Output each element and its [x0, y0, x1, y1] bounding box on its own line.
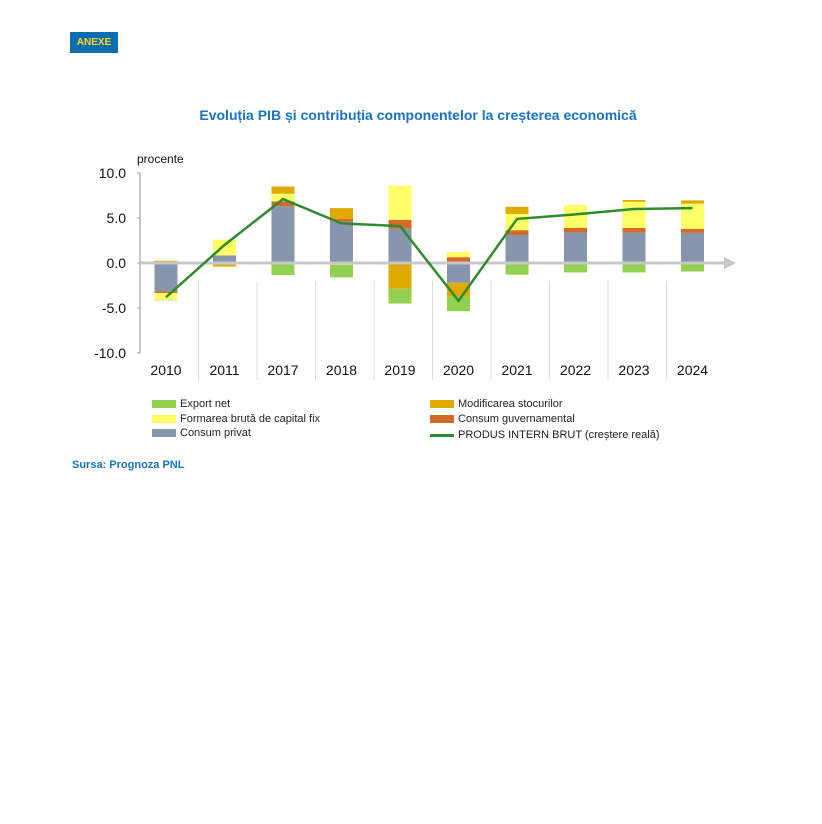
y-tick-label: -10.0 — [94, 345, 126, 361]
bar-modificarea-stocurilor — [388, 263, 412, 289]
legend-swatch — [430, 433, 454, 437]
bar-consum-guvernamental — [681, 228, 704, 233]
bar-consum-privat — [447, 263, 470, 283]
bar-consum-guvernamental — [622, 227, 646, 233]
bar-consum-privat — [681, 232, 704, 263]
legend-item: Consum guvernamental — [430, 413, 575, 425]
x-axis-arrow — [724, 257, 736, 269]
x-tick-label: 2022 — [560, 362, 591, 378]
x-tick-label: 2017 — [267, 362, 298, 378]
bar-formarea-brut-de-capital-fix — [447, 252, 470, 258]
y-tick-label: 10.0 — [99, 165, 126, 181]
bar-export-net — [622, 263, 646, 273]
bar-formarea-brut-de-capital-fix — [564, 204, 587, 228]
bar-consum-guvernamental — [154, 291, 178, 294]
legend-item: Formarea brută de capital fix — [152, 413, 320, 425]
x-tick-label: 2020 — [443, 362, 474, 378]
bar-consum-privat — [271, 206, 295, 263]
bar-formarea-brut-de-capital-fix — [271, 193, 295, 202]
legend-label: Consum privat — [180, 427, 251, 439]
legend-item: Consum privat — [152, 427, 251, 439]
bar-modificarea-stocurilor — [622, 200, 646, 202]
bar-modificarea-stocurilor — [330, 208, 353, 219]
bar-consum-privat — [505, 235, 529, 263]
bar-consum-guvernamental — [330, 218, 353, 222]
section-badge: ANEXE — [70, 32, 118, 53]
legend-swatch — [152, 400, 176, 408]
bar-formarea-brut-de-capital-fix — [622, 201, 646, 228]
legend-swatch — [430, 415, 454, 423]
bar-consum-guvernamental — [505, 230, 529, 236]
y-tick-label: -5.0 — [102, 300, 126, 316]
bar-consum-privat — [154, 263, 178, 292]
bar-formarea-brut-de-capital-fix — [505, 213, 529, 231]
bar-export-net — [388, 288, 412, 304]
bar-export-net — [505, 263, 529, 275]
y-tick-label: 5.0 — [107, 210, 127, 226]
bar-consum-privat — [622, 232, 646, 263]
x-tick-label: 2011 — [209, 362, 239, 378]
x-tick-label: 2010 — [150, 362, 181, 378]
bar-consum-guvernamental — [388, 219, 412, 229]
source-note: Sursa: Prognoza PNL — [72, 459, 185, 471]
bar-consum-privat — [564, 232, 587, 263]
legend-swatch — [152, 415, 176, 423]
legend-label: Consum guvernamental — [458, 413, 575, 425]
legend-label: Modificarea stocurilor — [458, 398, 563, 410]
legend-item: Modificarea stocurilor — [430, 398, 563, 410]
bar-export-net — [271, 263, 295, 276]
bar-formarea-brut-de-capital-fix — [681, 203, 704, 229]
x-tick-label: 2019 — [384, 362, 415, 378]
y-axis-label: procente — [137, 152, 184, 166]
x-tick-label: 2024 — [677, 362, 708, 378]
bar-consum-guvernamental — [564, 227, 587, 233]
bar-modificarea-stocurilor — [681, 200, 704, 204]
legend-swatch — [430, 400, 454, 408]
chart-title: Evoluția PIB și contribuția componentelo… — [199, 107, 637, 123]
bar-export-net — [447, 296, 470, 312]
bar-modificarea-stocurilor — [505, 206, 529, 214]
x-tick-label: 2021 — [501, 362, 532, 378]
bar-export-net — [564, 263, 587, 273]
bar-consum-privat — [388, 228, 412, 263]
bar-consum-guvernamental — [271, 201, 295, 207]
bar-formarea-brut-de-capital-fix — [388, 185, 412, 220]
x-tick-label: 2018 — [326, 362, 357, 378]
x-tick-label: 2023 — [618, 362, 649, 378]
legend-label: Formarea brută de capital fix — [180, 413, 321, 425]
legend-item: PRODUS INTERN BRUT (creștere reală) — [430, 429, 660, 441]
bar-modificarea-stocurilor — [271, 186, 295, 194]
y-tick-label: 0.0 — [107, 255, 127, 271]
legend-label: Export net — [180, 398, 231, 410]
bar-export-net — [330, 264, 353, 278]
legend-item: Export net — [152, 398, 230, 410]
bar-consum-guvernamental — [447, 257, 470, 263]
bar-export-net — [681, 263, 704, 272]
legend-label: PRODUS INTERN BRUT (creștere reală) — [458, 429, 660, 441]
gdp-line — [165, 197, 693, 303]
bar-consum-privat — [330, 221, 353, 263]
bar-consum-privat — [213, 255, 236, 263]
bar-modificarea-stocurilor — [213, 264, 236, 267]
legend-swatch — [152, 429, 176, 437]
